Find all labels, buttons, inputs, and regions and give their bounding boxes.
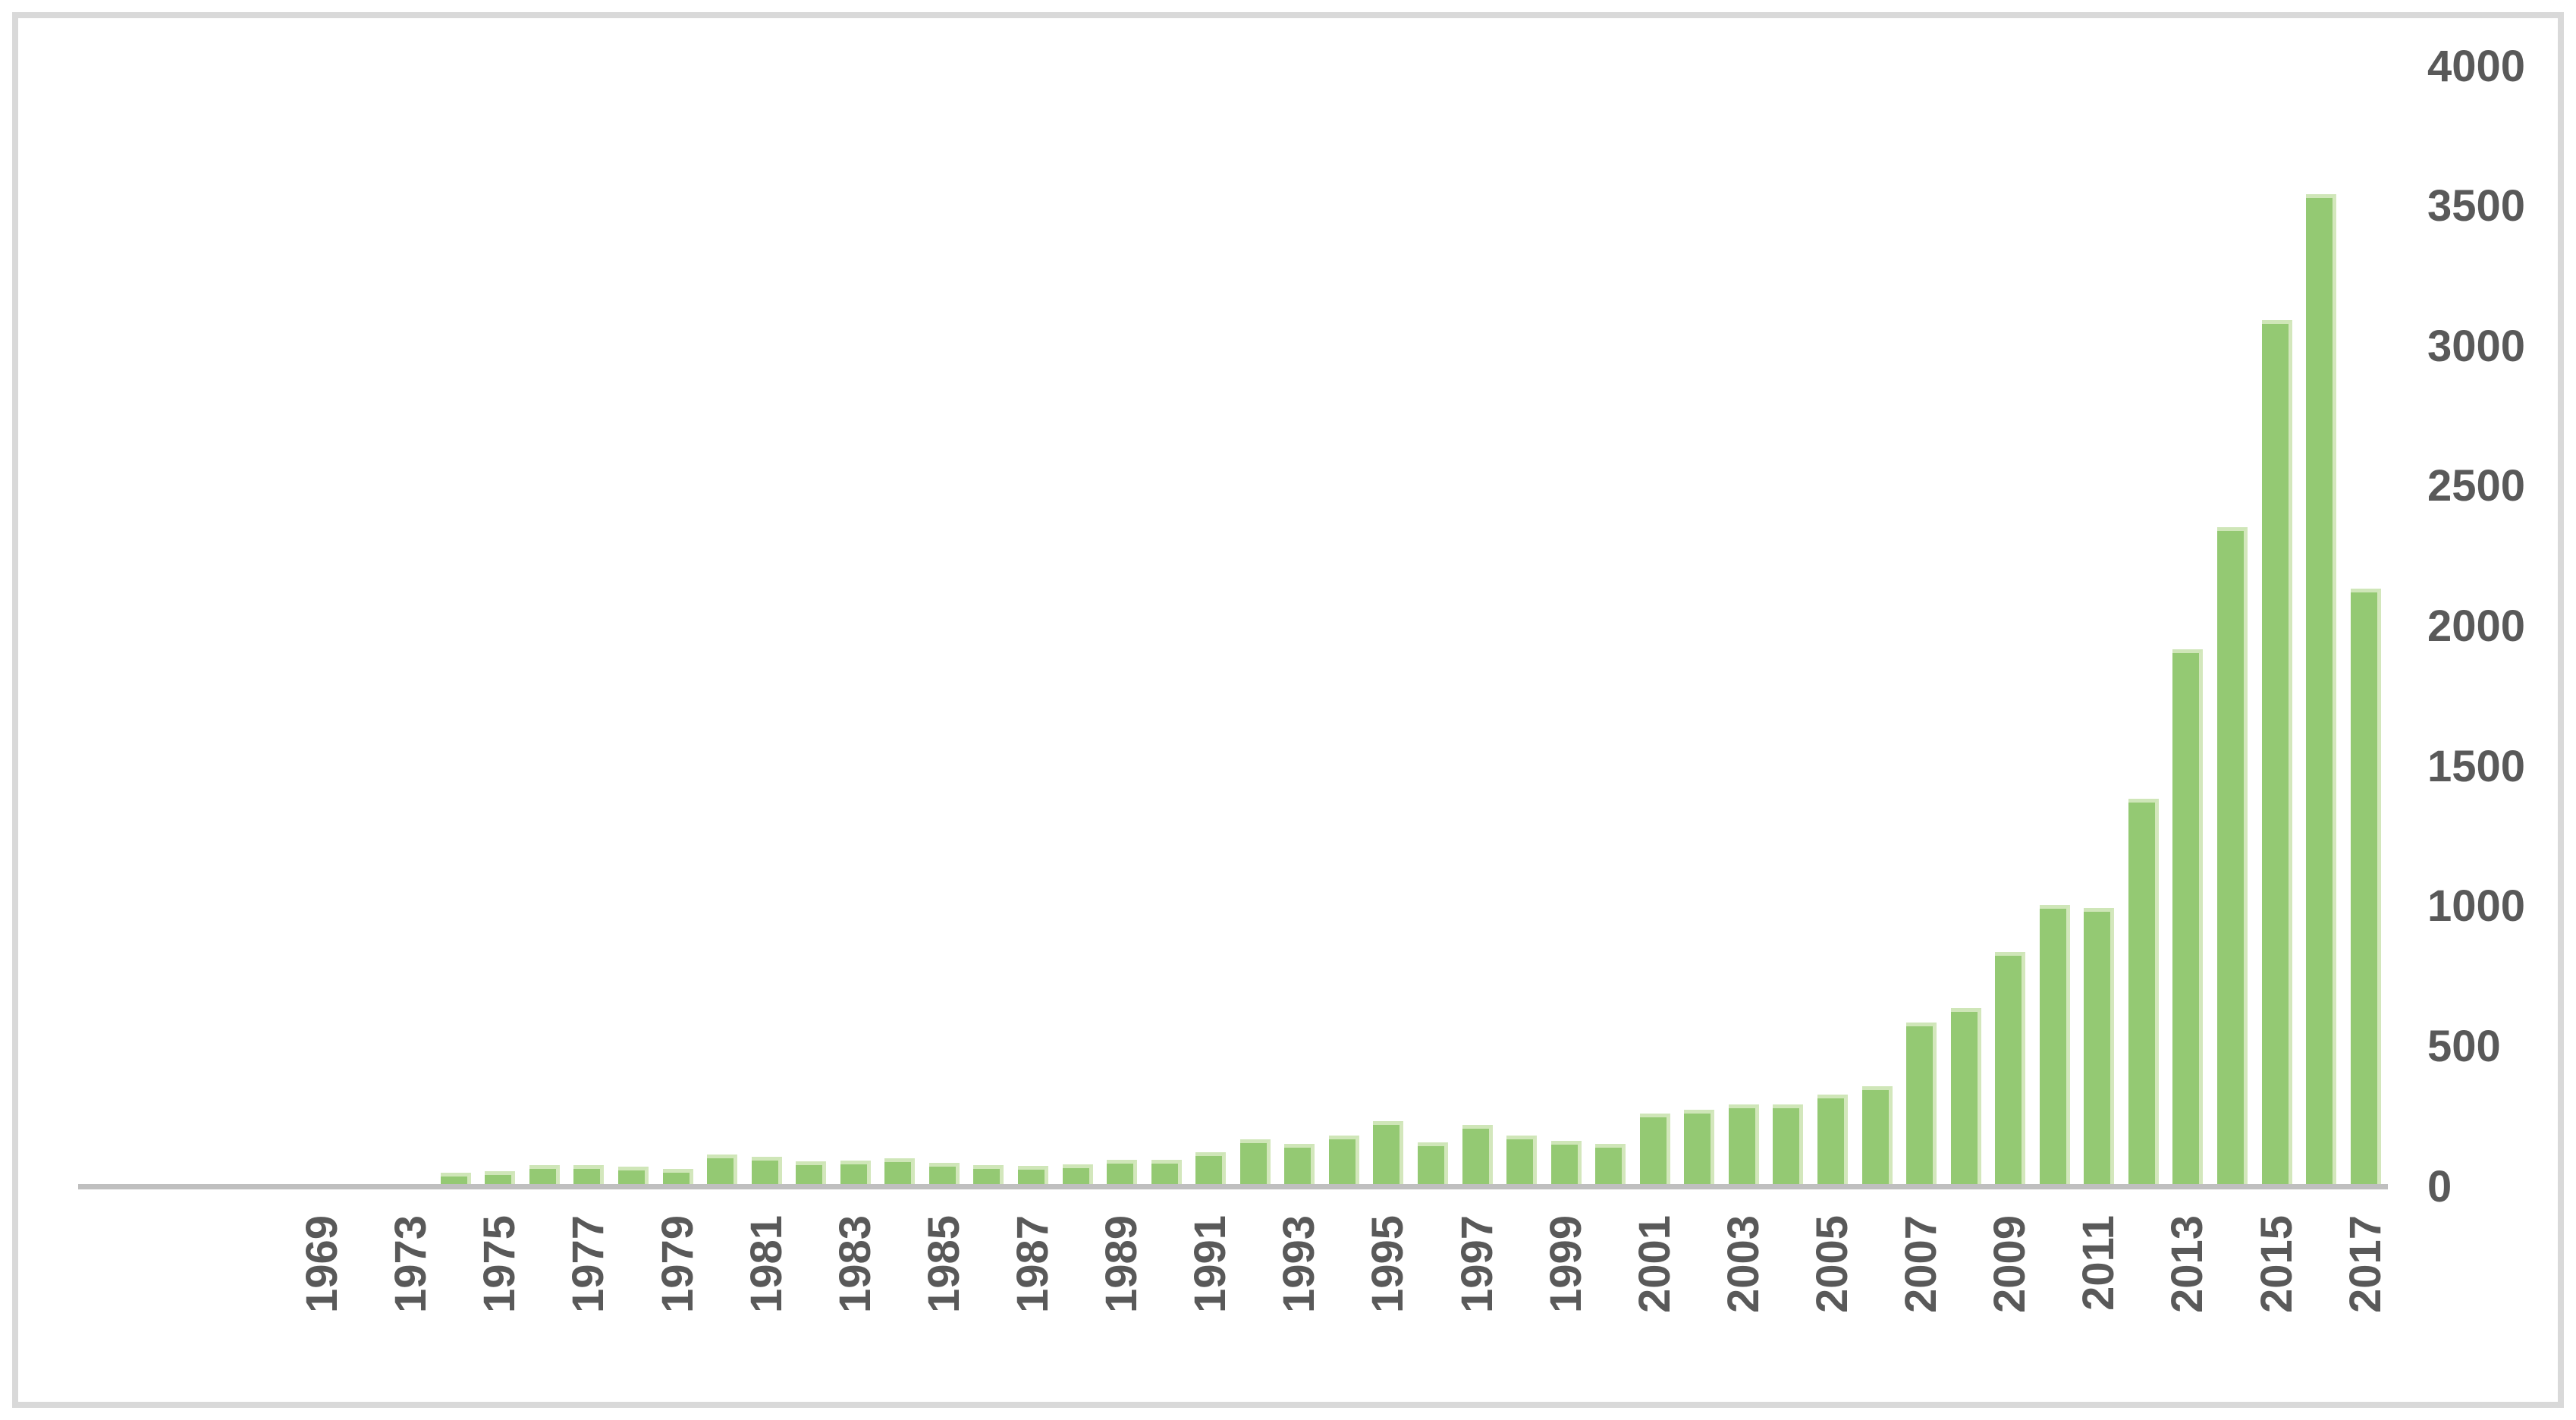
y-tick-label-4000: 4000 [2427, 42, 2526, 91]
bar-1977 [573, 1165, 604, 1184]
bar-2010 [2040, 905, 2070, 1184]
bar-2005 [1817, 1095, 1848, 1184]
y-tick-label-3000: 3000 [2427, 322, 2526, 371]
bar-2012 [2128, 799, 2159, 1184]
bar-1980 [707, 1155, 737, 1184]
bar-2002 [1684, 1110, 1714, 1184]
bar-1974 [441, 1173, 471, 1184]
bar-2006 [1862, 1086, 1893, 1184]
bar-1997 [1462, 1125, 1493, 1184]
bar-1995 [1373, 1121, 1403, 1184]
bar-2003 [1729, 1104, 1759, 1184]
y-tick-label-1500: 1500 [2427, 742, 2526, 791]
bar-2004 [1773, 1104, 1803, 1184]
bar-1981 [752, 1157, 782, 1184]
bar-1992 [1240, 1139, 1271, 1184]
bar-2013 [2172, 649, 2203, 1184]
bar-2011 [2084, 908, 2114, 1184]
bar-2000 [1595, 1144, 1626, 1184]
bar-2017 [2351, 589, 2381, 1184]
bar-1993 [1284, 1144, 1315, 1184]
bar-1990 [1151, 1160, 1182, 1184]
bar-1985 [929, 1163, 960, 1184]
bar-2009 [1995, 952, 2025, 1184]
bar-1987 [1018, 1166, 1048, 1184]
y-tick-label-2500: 2500 [2427, 461, 2526, 511]
bar-1982 [796, 1161, 826, 1184]
y-tick-label-2000: 2000 [2427, 602, 2526, 651]
bar-1986 [973, 1165, 1004, 1184]
bar-1983 [840, 1161, 871, 1184]
x-axis-line [78, 1184, 2388, 1189]
bar-1994 [1329, 1136, 1359, 1184]
bar-2007 [1906, 1023, 1937, 1184]
bar-2015 [2262, 320, 2292, 1184]
bar-1991 [1195, 1152, 1226, 1184]
y-tick-label-0: 0 [2427, 1162, 2452, 1211]
y-tick-label-3500: 3500 [2427, 181, 2526, 231]
bar-2014 [2217, 527, 2248, 1184]
bar-1998 [1506, 1136, 1537, 1184]
bar-2001 [1640, 1114, 1670, 1184]
bar-1984 [884, 1158, 915, 1184]
bar-1996 [1418, 1142, 1448, 1184]
bar-1979 [663, 1169, 693, 1184]
y-tick-label-500: 500 [2427, 1022, 2501, 1071]
bar-1999 [1551, 1141, 1582, 1184]
bar-1988 [1063, 1164, 1093, 1184]
bar-1975 [485, 1171, 515, 1184]
bar-1989 [1107, 1160, 1137, 1184]
bar-2016 [2306, 194, 2336, 1184]
bar-2008 [1951, 1008, 1981, 1184]
y-tick-label-1000: 1000 [2427, 881, 2526, 931]
bar-1978 [618, 1167, 649, 1184]
bar-1976 [529, 1165, 560, 1184]
